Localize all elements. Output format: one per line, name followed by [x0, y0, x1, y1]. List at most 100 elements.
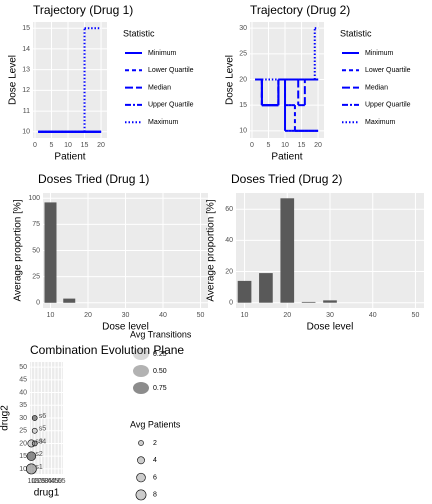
x-axis-label: Patient: [271, 152, 302, 163]
chart-title: Combination Evolution Plane: [30, 343, 184, 357]
x-tick-label: 20: [84, 312, 92, 319]
point-label: s5: [39, 426, 47, 433]
x-tick-label: 50: [412, 312, 420, 319]
legend-label: Maximum: [365, 119, 396, 126]
y-axis-label: Dose Level: [8, 55, 19, 105]
legend-label: 8: [153, 492, 157, 499]
legend-label: Upper Quartile: [365, 102, 411, 109]
chart-title: Trajectory (Drug 1): [33, 3, 133, 17]
point-label: s2: [35, 451, 43, 458]
legend-title: Avg Transitions: [130, 329, 192, 339]
y-axis-label: drug2: [0, 405, 11, 431]
y-axis-label: Average proportion [%]: [206, 199, 217, 301]
y-axis-label: Average proportion [%]: [13, 199, 24, 301]
x-tick-label: 45: [51, 478, 59, 485]
legend-label: Lower Quartile: [365, 67, 411, 74]
y-tick-label: 30: [19, 415, 27, 422]
legend-key: [137, 456, 145, 465]
bar: [280, 198, 295, 303]
x-tick-label: 15: [31, 478, 39, 485]
legend-title: Statistic: [123, 28, 155, 38]
x-tick-label: 50: [197, 312, 205, 319]
y-tick-label: 35: [19, 402, 27, 409]
legend-label: Minimum: [365, 50, 394, 57]
point-label: s4: [39, 438, 47, 445]
y-tick-label: 12: [22, 87, 30, 94]
y-tick-label: 20: [19, 440, 27, 447]
legend-label: Lower Quartile: [148, 67, 194, 74]
y-tick-label: 11: [23, 108, 30, 115]
y-tick-label: 40: [19, 389, 27, 396]
x-tick-label: 25: [38, 478, 46, 485]
x-tick-label: 55: [58, 478, 66, 485]
legend-label: 2: [153, 440, 157, 447]
x-axis-label: Dose level: [307, 322, 354, 333]
y-tick-label: 10: [19, 466, 27, 473]
legend-key: [133, 365, 149, 377]
legend-label: 6: [153, 474, 157, 481]
y-axis-label: Dose Level: [225, 55, 236, 105]
x-tick-label: 0: [33, 142, 37, 149]
x-tick-label: 20: [283, 312, 291, 319]
legend-key: [133, 348, 149, 360]
legend-title: Statistic: [340, 28, 372, 38]
legend-key: [138, 440, 144, 446]
x-tick-label: 30: [326, 312, 334, 319]
point-label: s6: [39, 413, 47, 420]
x-tick-label: 40: [48, 478, 56, 485]
y-tick-label: 25: [19, 428, 27, 435]
legend-label: 0.75: [153, 385, 167, 392]
x-axis-label: drug1: [34, 488, 60, 499]
x-tick-label: 10: [27, 478, 35, 485]
x-tick-label: 10: [241, 312, 249, 319]
y-tick-label: 10: [22, 129, 30, 136]
x-tick-label: 15: [81, 142, 89, 149]
x-tick-label: 5: [267, 142, 271, 149]
legend-label: 0.50: [153, 368, 167, 375]
bar: [301, 301, 316, 303]
y-tick-label: 15: [19, 453, 27, 460]
y-tick-label: 45: [19, 377, 27, 384]
y-tick-label: 25: [239, 51, 247, 58]
y-tick-label: 25: [32, 273, 40, 280]
y-tick-label: 60: [225, 206, 233, 213]
x-tick-label: 40: [369, 312, 377, 319]
x-tick-label: 30: [122, 312, 130, 319]
chart-title: Doses Tried (Drug 2): [231, 172, 342, 186]
legend-label: Minimum: [148, 50, 177, 57]
legend-key: [133, 382, 149, 394]
x-axis-label: Dose level: [102, 322, 149, 333]
bar: [63, 298, 76, 303]
x-tick-label: 35: [44, 478, 52, 485]
legend-label: Median: [365, 84, 388, 91]
y-tick-label: 40: [225, 237, 233, 244]
bar: [44, 202, 57, 303]
x-tick-label: 20: [34, 478, 42, 485]
y-tick-label: 15: [22, 25, 30, 32]
y-tick-label: 20: [239, 76, 247, 83]
point: [25, 463, 37, 475]
legend-title: Avg Patients: [130, 419, 181, 429]
y-tick-label: 30: [239, 25, 247, 32]
y-tick-label: 0: [229, 300, 233, 307]
legend-label: Maximum: [148, 119, 179, 126]
point-label: s1: [35, 464, 43, 471]
x-tick-label: 20: [314, 142, 322, 149]
panel: [33, 22, 107, 138]
y-tick-label: 10: [239, 128, 247, 135]
x-tick-label: 20: [97, 142, 105, 149]
point: [26, 451, 37, 461]
point-label: s3: [35, 438, 43, 445]
y-tick-label: 75: [32, 221, 40, 228]
x-tick-label: 10: [64, 142, 72, 149]
legend-label: 0.25: [153, 351, 167, 358]
x-axis-label: Patient: [54, 152, 85, 163]
y-tick-label: 50: [32, 247, 40, 254]
chart-title: Trajectory (Drug 2): [250, 3, 350, 17]
legend-label: Median: [148, 84, 171, 91]
legend-key: [136, 472, 146, 483]
bar: [237, 280, 252, 303]
legend-key: [135, 489, 147, 501]
y-tick-label: 0: [36, 300, 40, 307]
